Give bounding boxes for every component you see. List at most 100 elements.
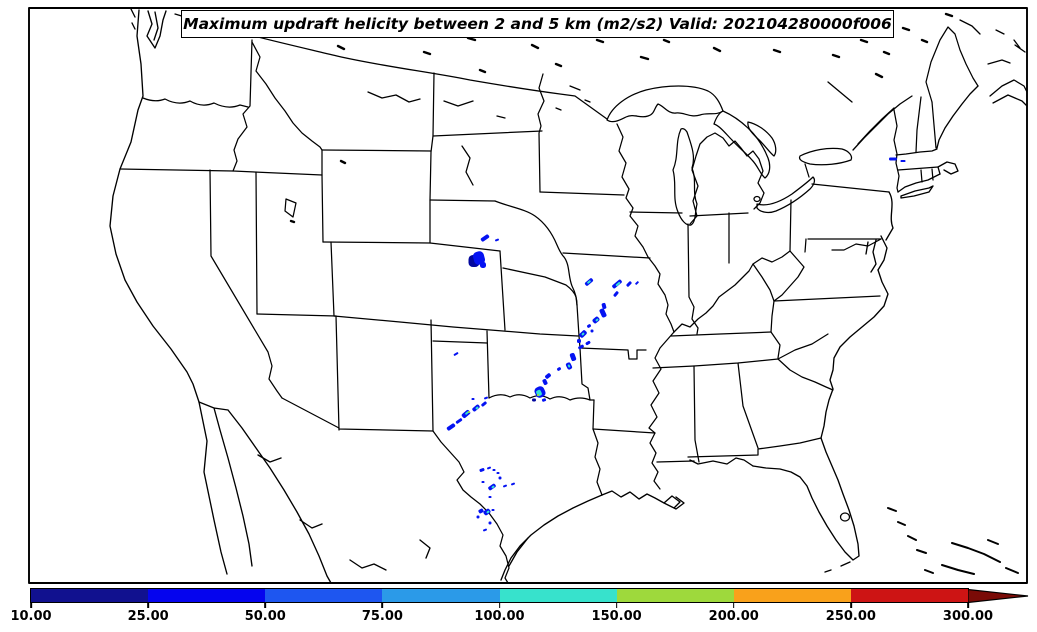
plains-rivers xyxy=(367,85,591,186)
georgian-bay xyxy=(747,121,777,157)
california-nevada-arizona xyxy=(209,169,283,399)
nevada-utah xyxy=(255,171,258,315)
lake-erie xyxy=(756,176,816,214)
colorbar-tick xyxy=(381,602,384,608)
uh-track-mark xyxy=(446,423,456,431)
colorbar-extend-arrow xyxy=(968,589,1029,603)
florida-coastline xyxy=(752,437,860,561)
kansas-missouri xyxy=(576,304,581,349)
massachusetts-south xyxy=(897,166,939,183)
uh-track-mark xyxy=(587,280,591,284)
michigan-lower-peninsula xyxy=(689,132,765,225)
tennessee-north-carolina xyxy=(770,331,781,359)
illinois-indiana xyxy=(687,223,699,335)
colorbar-segment xyxy=(382,589,500,602)
montana-wyoming xyxy=(321,149,432,152)
uh-track-mark xyxy=(491,509,495,511)
texas-arkansas xyxy=(592,399,595,430)
uh-track-mark xyxy=(487,466,491,470)
canada-mexico-features xyxy=(289,11,1028,575)
uh-track-mark xyxy=(503,484,507,488)
uh-track-mark xyxy=(537,394,539,396)
coastlines xyxy=(109,8,979,584)
uh-track-mark xyxy=(481,401,487,407)
state-borders xyxy=(119,13,979,584)
uh-track-mark xyxy=(590,329,594,333)
wyoming-colorado-south xyxy=(322,241,501,252)
colorbar-segment xyxy=(265,589,383,602)
uh-track-mark xyxy=(541,398,547,402)
uh-track-mark xyxy=(480,234,490,242)
west-virginia-virginia xyxy=(773,250,805,302)
alabama-georgia xyxy=(737,362,759,449)
lake-superior xyxy=(606,85,724,123)
colorbar-tick-label: 50.00 xyxy=(244,609,286,624)
uh-track-mark xyxy=(567,364,571,368)
title-box: Maximum updraft helicity between 2 and 5… xyxy=(181,10,894,38)
florida-georgia xyxy=(687,437,822,458)
mississippi-river-upper xyxy=(616,123,649,258)
michigan-indiana-ohio xyxy=(689,212,749,217)
uh-track-mark xyxy=(586,324,592,328)
map-frame xyxy=(28,7,1028,584)
missouri-arkansas-bootheel xyxy=(579,347,647,360)
colorbar-segments xyxy=(30,588,969,603)
colorbar-tick xyxy=(498,602,501,608)
uh-track-mark xyxy=(453,352,459,356)
uh-track-mark xyxy=(496,472,500,474)
puget-sound xyxy=(130,8,167,49)
utah-colorado xyxy=(330,241,335,317)
canada-border xyxy=(174,13,608,120)
gulf-coast xyxy=(601,457,754,510)
kansas-nebraska xyxy=(502,267,578,306)
new-jersey-coast xyxy=(885,191,894,241)
texas-louisiana-sabine xyxy=(592,428,603,496)
oklahoma-arkansas xyxy=(579,347,595,401)
lake-st-clair xyxy=(753,195,761,203)
lake-ontario xyxy=(798,147,853,166)
colorbar-tick xyxy=(147,602,149,608)
cape-cod xyxy=(937,161,959,175)
colorbar-tick-label: 200.00 xyxy=(708,609,759,624)
laguna-madre xyxy=(508,537,529,567)
new-hampshire-maine xyxy=(931,101,937,149)
gulf-of-california xyxy=(198,401,332,584)
great-salt-lake xyxy=(284,198,297,218)
pennsylvania-new-york xyxy=(811,183,890,193)
canada-lakes-scatter xyxy=(289,11,954,224)
uh-track-mark xyxy=(492,469,496,471)
uh-track-mark xyxy=(455,418,463,424)
uh-track-mark xyxy=(578,344,584,350)
washington-idaho xyxy=(232,39,253,172)
37th-parallel xyxy=(333,315,579,337)
colorbar-tick xyxy=(732,602,735,608)
arizona-new-mexico xyxy=(335,315,340,431)
uh-track-mark xyxy=(481,481,485,483)
oregon-california-nevada-line xyxy=(119,168,323,176)
kentucky-tennessee xyxy=(670,331,772,337)
lake-okeechobee xyxy=(839,512,851,522)
pacific-coastline xyxy=(109,9,228,575)
mississippi-river-mid xyxy=(647,256,675,333)
minnesota-iowa xyxy=(539,191,625,196)
colorbar-tick-label: 250.00 xyxy=(825,609,876,624)
uh-track-mark xyxy=(472,251,486,265)
colorbar-tick xyxy=(615,602,618,608)
uh-track-mark xyxy=(484,396,488,400)
mason-dixon xyxy=(804,238,882,253)
texas-gulf-coast xyxy=(500,494,603,581)
maine-border xyxy=(925,26,979,103)
uh-track-mark xyxy=(486,510,490,514)
uh-track-mark xyxy=(889,157,897,161)
35th-parallel xyxy=(652,358,779,369)
uh-track-mark xyxy=(635,281,639,285)
mississippi-alabama xyxy=(693,365,700,463)
colorbar-tick xyxy=(264,602,267,608)
north-south-carolina xyxy=(777,333,829,360)
uh-track-mark xyxy=(511,482,515,486)
uh-track-mark xyxy=(476,515,480,519)
maine-coast xyxy=(936,85,979,149)
colorbar-tick xyxy=(30,602,32,608)
long-island xyxy=(897,173,941,199)
